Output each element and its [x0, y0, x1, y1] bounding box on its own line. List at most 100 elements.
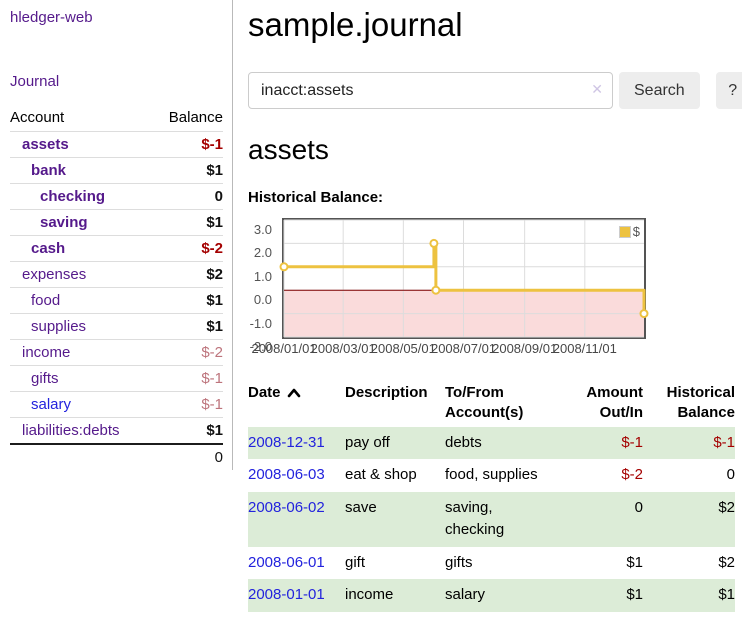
x-axis-tick-label: 2008/07/01: [430, 341, 497, 356]
chart-plot-area: $: [279, 218, 649, 339]
transaction-accounts: saving, checking: [445, 499, 505, 538]
transaction-balance: $2: [718, 553, 735, 571]
account-link-income[interactable]: income: [22, 344, 71, 361]
chart-legend: $: [617, 223, 641, 240]
transaction-date-link[interactable]: 2008-06-01: [248, 553, 325, 571]
transaction-date-link[interactable]: 2008-01-01: [248, 586, 325, 604]
x-axis-tick-label: 2008/03/01: [310, 341, 376, 356]
balance-header-line2: Balance: [677, 404, 735, 422]
column-header-balance: Historical Balance: [643, 380, 735, 427]
search-form: ✕ Search ?: [248, 72, 742, 109]
account-row-food: food $1: [10, 287, 223, 313]
account-link-gifts[interactable]: gifts: [31, 370, 59, 387]
transaction-amount: $-2: [621, 466, 643, 484]
account-link-saving[interactable]: saving: [40, 214, 88, 231]
transaction-date-link[interactable]: 2008-06-02: [248, 499, 325, 516]
legend-series-label: $: [632, 224, 640, 239]
transaction-date-link[interactable]: 2008-12-31: [248, 433, 325, 451]
account-balance: 0: [214, 188, 223, 205]
transaction-amount: $-1: [621, 433, 643, 451]
transaction-balance: $2: [718, 499, 735, 516]
account-row-income: income $-2: [10, 339, 223, 365]
account-balance: $1: [206, 162, 223, 179]
account-row-liabilities-debts: liabilities:debts $1: [10, 417, 223, 443]
account-link-assets[interactable]: assets: [22, 136, 69, 153]
balance-chart: 3.0 2.0 1.0 0.0 -1.0 -2.0 $: [248, 218, 649, 353]
column-header-tofrom: To/From Account(s): [445, 380, 571, 427]
transaction-accounts: food, supplies: [445, 466, 538, 484]
account-link-salary[interactable]: salary: [31, 396, 72, 413]
accounts-table-header: Account Balance: [10, 105, 223, 131]
app-title-link[interactable]: hledger-web: [10, 9, 93, 26]
account-link-cash[interactable]: cash: [31, 240, 66, 257]
account-row-expenses: expenses $2: [10, 261, 223, 287]
transaction-date-link[interactable]: 2008-06-03: [248, 466, 325, 484]
help-button[interactable]: ?: [715, 72, 742, 109]
transaction-balance: 0: [726, 466, 735, 484]
transaction-description: gift: [345, 553, 366, 571]
account-link-liabilities-debts[interactable]: liabilities:debts: [22, 422, 120, 439]
transaction-balance: $1: [718, 586, 735, 604]
sidebar-item-journal[interactable]: Journal: [10, 73, 60, 90]
main-content: sample.journal ✕ Search ? assets Histori…: [233, 0, 742, 626]
transaction-amount: $1: [626, 553, 643, 571]
account-balance: $-1: [201, 396, 223, 413]
transaction-description: eat & shop: [345, 466, 417, 484]
transaction-amount: 0: [634, 499, 643, 516]
x-axis-tick-label: 2008/11/01: [552, 341, 617, 356]
search-box: ✕: [248, 72, 613, 109]
y-axis-tick-label: 2.0: [253, 245, 272, 261]
transaction-amount: $1: [626, 586, 643, 604]
transaction-description: income: [345, 586, 394, 604]
balance-column-header: Balance: [168, 109, 223, 126]
account-balance: $-2: [201, 344, 223, 361]
account-link-bank[interactable]: bank: [31, 162, 67, 179]
account-row-gifts: gifts $-1: [10, 365, 223, 391]
tofrom-header-line1: To/From: [445, 384, 504, 401]
legend-swatch-icon: [618, 225, 631, 238]
transaction-row: 2008-01-01 income salary $1 $1: [248, 579, 735, 612]
account-balance: $-1: [201, 370, 223, 387]
account-balance: $1: [206, 422, 223, 439]
search-button[interactable]: Search: [619, 72, 700, 109]
y-axis-tick-label: 1.0: [253, 268, 272, 284]
y-axis-tick-label: 3.0: [253, 222, 272, 237]
historical-balance-label: Historical Balance:: [248, 189, 384, 206]
register-header-row: Date Description To/From Account(s) Amou…: [248, 380, 735, 427]
search-input[interactable]: [248, 72, 613, 109]
account-balance: $1: [206, 214, 223, 231]
account-row-salary: salary $-1: [10, 391, 223, 417]
accounts-total-value: 0: [214, 449, 223, 466]
account-link-checking[interactable]: checking: [40, 188, 106, 205]
search-clear-icon[interactable]: ✕: [591, 81, 603, 97]
transaction-accounts: debts: [445, 433, 482, 451]
y-axis-tick-label: -2.0: [249, 339, 272, 354]
balance-chart-svg: [279, 219, 649, 338]
column-header-amount: Amount Out/In: [571, 380, 643, 427]
account-link-expenses[interactable]: expenses: [22, 266, 87, 283]
account-heading: assets: [248, 134, 329, 165]
amount-header-line2: Out/In: [599, 404, 643, 422]
transaction-row: 2008-12-31 pay off debts $-1 $-1: [248, 426, 735, 460]
x-axis-tick-label: 2008/09/01: [492, 341, 558, 356]
account-row-supplies: supplies $1: [10, 313, 223, 339]
y-axis-tick-label: -1.0: [249, 315, 272, 331]
account-row-checking: checking 0: [10, 183, 223, 209]
account-row-cash: cash $-2: [10, 235, 223, 261]
page-title: sample.journal: [248, 6, 463, 43]
column-header-date[interactable]: Date: [248, 380, 345, 427]
register-table: Date Description To/From Account(s) Amou…: [248, 380, 735, 612]
y-axis-tick-label: 0.0: [253, 292, 272, 308]
account-link-supplies[interactable]: supplies: [31, 318, 87, 335]
transaction-description: pay off: [345, 433, 390, 451]
account-row-assets: assets $-1: [10, 131, 223, 157]
amount-header-line1: Amount: [586, 384, 643, 401]
account-link-food[interactable]: food: [31, 292, 61, 309]
y-axis-labels: 3.0 2.0 1.0 0.0 -1.0 -2.0: [248, 223, 276, 353]
x-axis-tick-label: 2008/01/01: [251, 341, 317, 356]
date-header-label: Date: [248, 384, 281, 401]
sidebar: hledger-web Journal Account Balance asse…: [0, 0, 233, 470]
account-balance: $1: [206, 318, 223, 335]
transaction-balance: $-1: [713, 433, 735, 451]
